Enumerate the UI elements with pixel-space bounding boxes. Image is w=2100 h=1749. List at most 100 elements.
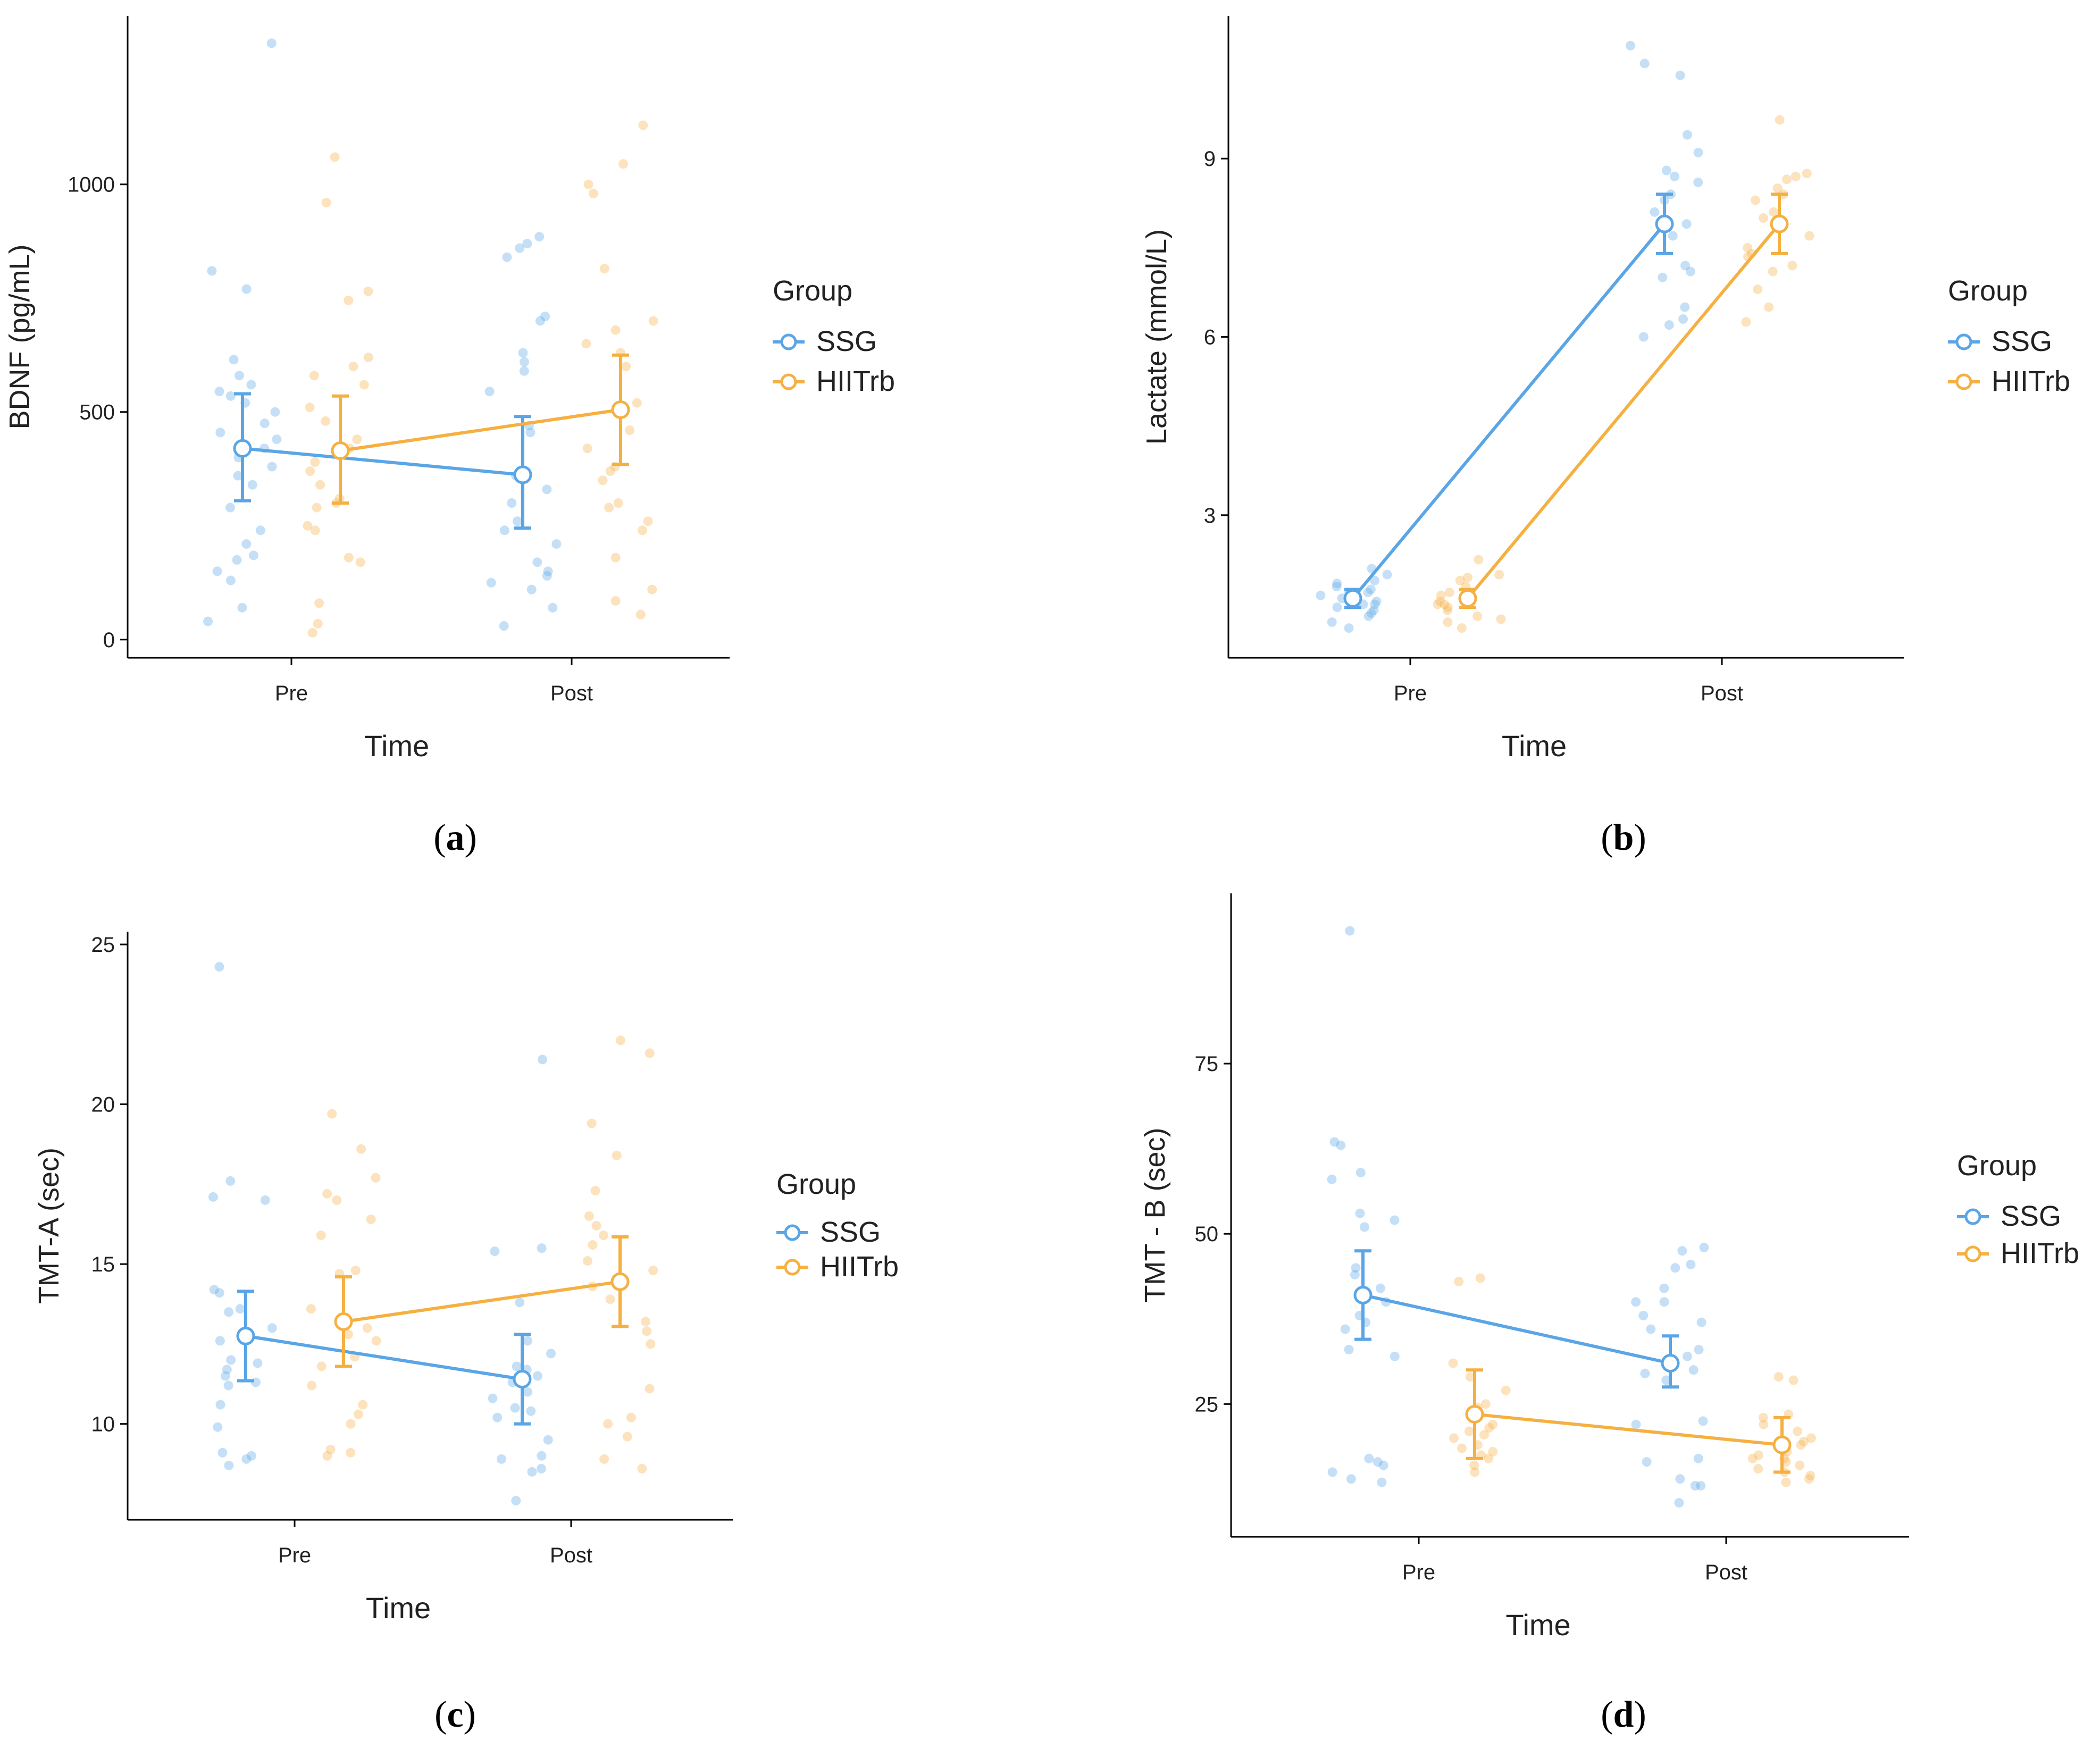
x-tick-label: Post [550,1544,592,1567]
data-point-ssg [1694,1344,1704,1354]
data-point-ssg [1685,266,1695,277]
legend-entry-ssg: SSG [2001,1200,2061,1232]
panel-b: 3 6 9 Pre Post Time Lactate (mmol/L) Group SSG HI… [1141,16,2070,858]
data-point-hiitrb [645,1384,655,1394]
data-point-hiitrb [310,457,320,467]
data-point-ssg [1350,1270,1360,1280]
data-point-ssg [1631,1419,1641,1429]
data-point-hiitrb [316,1231,326,1241]
data-point-hiitrb [626,1412,636,1422]
data-point-ssg [1375,1283,1385,1293]
data-point-ssg [232,555,242,565]
data-point-hiitrb [588,1240,598,1250]
data-point-hiitrb [1464,1426,1474,1436]
data-point-ssg [1344,1344,1354,1354]
x-tick-label: Pre [1394,682,1427,705]
data-point-hiitrb [605,466,615,476]
legend-swatch-marker [784,1224,801,1241]
data-point-hiitrb [1472,611,1483,621]
data-point-ssg [510,1403,520,1413]
data-point-hiitrb [645,1048,655,1058]
data-point-hiitrb [1442,605,1452,615]
data-point-hiitrb [330,152,340,162]
data-point-ssg [520,357,530,367]
data-point-ssg [1369,605,1379,615]
data-point-hiitrb [358,1400,368,1410]
data-point-ssg [1682,130,1692,140]
data-point-ssg [1661,165,1671,175]
data-point-ssg [1688,1365,1699,1375]
y-tick-label: 6 [1204,326,1216,349]
data-point-hiitrb [355,557,365,567]
data-point-ssg [1693,177,1703,187]
data-point-hiitrb [1433,599,1443,609]
data-point-hiitrb [307,1380,317,1391]
data-point-hiitrb [615,1035,625,1045]
data-point-hiitrb [359,380,369,390]
mean-line-hiitrb [340,408,621,453]
data-point-ssg [1693,1453,1703,1463]
data-point-ssg [535,316,545,326]
data-point-ssg [1674,1497,1684,1508]
data-point-hiitrb [306,1304,316,1314]
data-point-ssg [203,616,213,626]
data-point-ssg [1638,332,1649,342]
data-point-ssg [519,366,529,376]
data-point-ssg [536,1463,546,1474]
legend-swatch-marker [1964,1208,1981,1225]
data-point-ssg [518,348,528,358]
data-point-ssg [515,243,525,253]
mean-line-hiitrb [1474,1412,1783,1447]
mean-marker-ssg [236,1326,255,1345]
data-point-ssg [234,371,244,381]
panel-caption: (b) [1601,817,1646,858]
mean-marker-hiitrb [1770,214,1789,233]
data-point-ssg [214,387,224,397]
y-tick-label: 500 [79,401,115,424]
data-point-ssg [207,266,217,276]
data-point-hiitrb [1449,1433,1459,1443]
data-point-ssg [1696,1480,1706,1491]
data-point-ssg [1366,584,1376,595]
data-point-hiitrb [1773,1372,1784,1382]
data-point-ssg [1355,1208,1365,1218]
data-point-ssg [225,503,235,513]
data-point-ssg [235,1304,245,1314]
data-point-hiitrb [587,1118,597,1128]
legend: Group SSG HIITrb [773,275,895,397]
data-point-ssg [1675,1474,1685,1484]
data-point-ssg [502,252,512,262]
mean-marker-hiitrb [1465,1405,1484,1424]
data-point-ssg [542,484,552,495]
mean-line-hiitrb [1466,223,1781,600]
data-point-hiitrb [1743,242,1753,253]
data-point-ssg [225,391,236,401]
data-point-ssg [512,516,522,526]
data-point-hiitrb [1753,284,1763,295]
data-point-ssg [1356,1167,1366,1177]
data-point-hiitrb [346,1419,356,1429]
data-point-ssg [1642,1457,1652,1467]
data-point-ssg [1370,575,1380,585]
data-point-ssg [1690,1480,1700,1491]
data-point-hiitrb [1488,1446,1498,1457]
caption-letter: a [446,817,465,858]
data-point-ssg [537,1243,547,1253]
data-point-hiitrb [1764,302,1774,312]
data-point-hiitrb [1781,174,1792,185]
data-point-ssg [511,1495,521,1505]
data-point-hiitrb [314,598,324,608]
data-point-hiitrb [363,353,373,363]
data-point-ssg [538,1055,548,1065]
data-point-ssg [515,1298,525,1308]
data-point-hiitrb [344,553,354,563]
caption-letter: d [1613,1694,1634,1735]
data-point-hiitrb [610,596,621,606]
data-point-ssg [1664,320,1674,330]
mean-marker-ssg [513,465,532,484]
y-tick-label: 25 [1195,1393,1219,1416]
y-axis-label: TMT-A (sec) [33,1148,65,1304]
caption-letter: b [1613,817,1634,858]
data-point-ssg [1678,314,1688,324]
mean-marker-ssg [1661,1353,1680,1373]
